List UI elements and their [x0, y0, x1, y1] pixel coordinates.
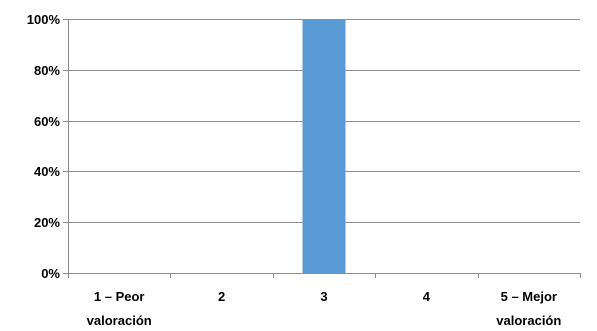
x-tick-label: 5 – Mejor valoración [496, 289, 561, 328]
tick-labels: 0% 20% 40% 60% 80% 100% 1 – Peor valoración 2 3 4 5… [27, 12, 562, 328]
y-tick-label: 40% [34, 164, 60, 179]
bar [302, 19, 346, 273]
x-tick-label: 3 [320, 289, 327, 304]
bars [302, 19, 346, 273]
axes [63, 19, 581, 278]
y-tick-label: 0% [41, 266, 60, 281]
y-tick-label: 100% [27, 12, 61, 27]
x-tick-label: 1 – Peor valoración [87, 289, 152, 328]
x-tick-label: 2 [218, 289, 225, 304]
y-tick-label: 80% [34, 63, 60, 78]
x-tick-label: 4 [423, 289, 431, 304]
y-tick-label: 60% [34, 114, 60, 129]
y-tick-label: 20% [34, 215, 60, 230]
